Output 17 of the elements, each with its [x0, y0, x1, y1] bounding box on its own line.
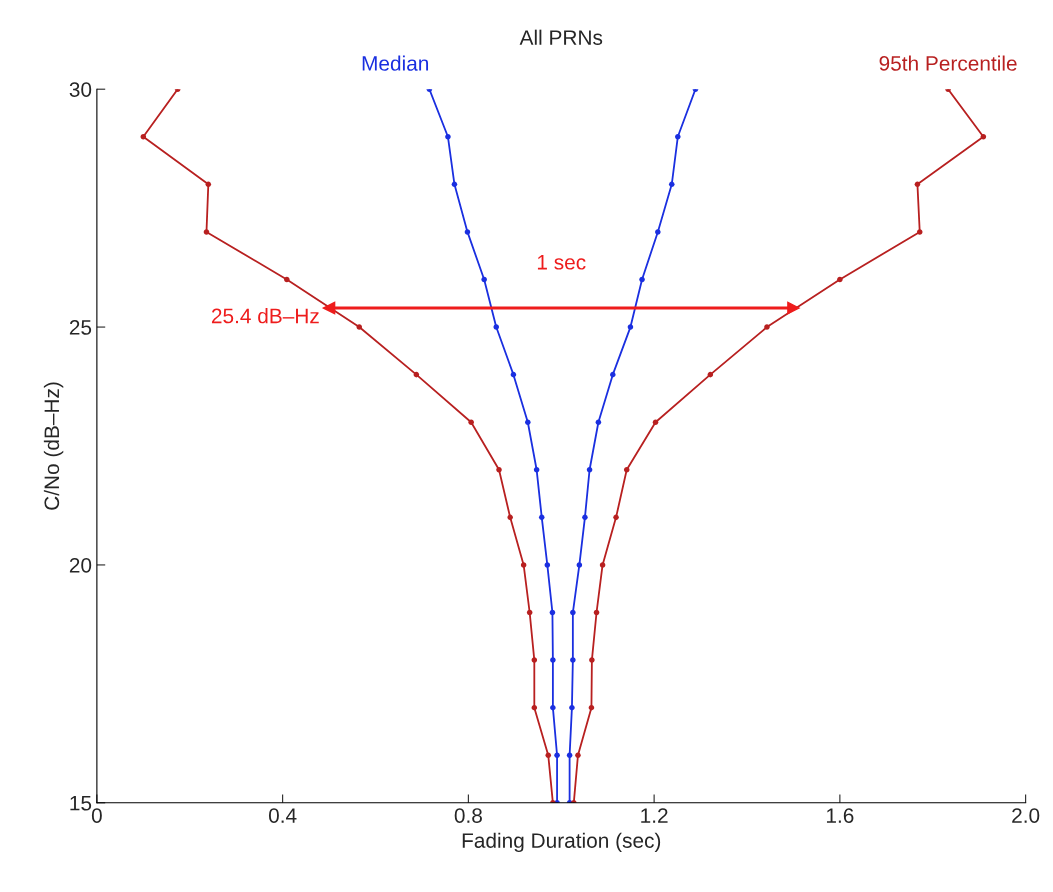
x-tick-label: 0 — [91, 808, 102, 823]
y-tick-label: 30 — [69, 82, 92, 97]
x-tick-label: 2.0 — [1012, 808, 1040, 823]
x-tick-label: 0.8 — [454, 808, 482, 823]
x-tick-label: 1.2 — [641, 808, 668, 823]
annotation: 25.4 dB–Hz — [211, 308, 319, 324]
x-axis-title: Fading Duration (sec) — [462, 832, 661, 853]
x-tick-label: 1.6 — [826, 808, 854, 823]
y-tick-label: 20 — [69, 557, 92, 573]
chart-title: All PRNs — [519, 29, 603, 45]
x-tick-label: 0.4 — [268, 808, 297, 823]
series-label: Median — [362, 55, 429, 71]
y-tick-label: 25 — [69, 320, 92, 335]
annotation: 1 sec — [537, 255, 586, 270]
y-tick-label: 15 — [70, 796, 92, 811]
y-axis-title: C/No (dB–Hz) — [43, 382, 64, 510]
series-label: 95th Percentile — [879, 55, 1017, 71]
